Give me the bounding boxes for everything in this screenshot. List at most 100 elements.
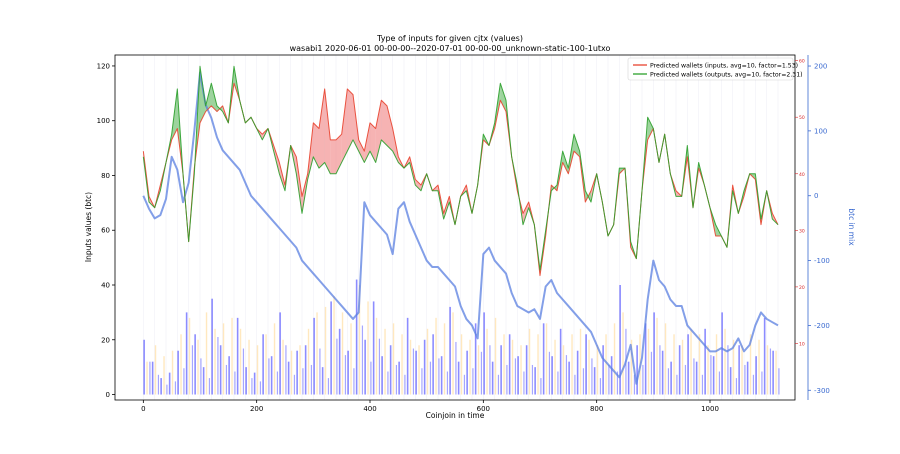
blue-bar bbox=[336, 338, 338, 395]
blue-bar bbox=[423, 339, 426, 395]
orange-bar bbox=[418, 345, 420, 395]
fill-between bbox=[296, 156, 302, 214]
orange-bar bbox=[384, 328, 386, 395]
orange-bar bbox=[775, 350, 777, 395]
blue-bar bbox=[304, 345, 307, 395]
y2-tick-label: 200 bbox=[814, 63, 827, 71]
orange-bar bbox=[741, 345, 743, 395]
orange-bar bbox=[316, 312, 318, 395]
blue-bar bbox=[506, 364, 508, 395]
orange-bar bbox=[605, 334, 607, 395]
orange-bar bbox=[307, 328, 310, 395]
fill-between bbox=[358, 139, 365, 163]
orange-bar bbox=[664, 323, 667, 395]
blue-bar bbox=[293, 374, 296, 395]
orange-bar bbox=[571, 334, 573, 395]
blue-bar bbox=[194, 334, 196, 395]
blue-bar bbox=[344, 355, 347, 395]
blue-bar bbox=[542, 323, 545, 395]
x-axis-label: Coinjoin in time bbox=[426, 411, 485, 420]
orange-bar bbox=[222, 323, 225, 395]
blue-bar bbox=[276, 371, 279, 395]
blue-bar bbox=[457, 361, 460, 395]
blue-bar bbox=[695, 361, 698, 395]
orange-bar bbox=[333, 295, 335, 395]
blue-bar bbox=[735, 378, 738, 395]
y-tick-label: 0 bbox=[106, 391, 110, 399]
blue-bar bbox=[576, 350, 579, 395]
orange-bar bbox=[273, 323, 276, 395]
blue-bar bbox=[234, 371, 236, 395]
blue-bar bbox=[251, 378, 253, 395]
x-axis: 0 200 400 600 800 1000 bbox=[141, 400, 719, 413]
orange-bar bbox=[707, 345, 709, 395]
y3-tick-label: 60 bbox=[799, 59, 805, 65]
y3-tick-label: 30 bbox=[799, 228, 805, 234]
orange-bar bbox=[588, 339, 590, 395]
y-tick-label: 120 bbox=[97, 62, 110, 70]
chart-subtitle: wasabi1 2020-06-01 00-00-00--2020-07-01 … bbox=[290, 44, 611, 53]
blue-bar bbox=[593, 367, 596, 395]
plot-frame bbox=[114, 54, 796, 401]
blue-bar bbox=[678, 345, 681, 395]
blue-bar bbox=[670, 361, 672, 395]
y-axis-right-inner: 10 20 30 40 50 60 bbox=[795, 59, 805, 347]
blue-bar bbox=[540, 378, 542, 395]
blue-bar bbox=[270, 356, 273, 395]
blue-bar bbox=[432, 334, 434, 395]
blue-bar bbox=[183, 368, 185, 395]
blue-bar bbox=[364, 339, 366, 395]
blue-bar bbox=[395, 364, 398, 395]
blue-bar bbox=[727, 345, 729, 395]
x-tick-label: 400 bbox=[363, 405, 376, 413]
orange-bar bbox=[477, 345, 480, 395]
y2-tick-label: -100 bbox=[814, 257, 830, 265]
blue-bar bbox=[177, 350, 179, 395]
blue-bar bbox=[721, 312, 723, 395]
orange-bar bbox=[341, 312, 344, 395]
blue-bar bbox=[208, 378, 211, 395]
blue-bar bbox=[174, 381, 177, 395]
blue-bar bbox=[387, 371, 389, 395]
blue-bar bbox=[200, 358, 202, 395]
blue-bar bbox=[285, 345, 287, 395]
fill-between bbox=[415, 179, 421, 191]
blue-bar bbox=[228, 356, 230, 395]
blue-bar bbox=[370, 361, 372, 395]
blue-bar bbox=[701, 374, 704, 395]
orange-bar bbox=[503, 334, 505, 395]
orange-bar bbox=[146, 361, 148, 395]
blue-bar bbox=[166, 384, 168, 395]
y-axis-left: 0 20 40 60 80 100 120 bbox=[97, 62, 115, 399]
blue-bar bbox=[557, 371, 559, 395]
blue-bar bbox=[517, 356, 519, 395]
x-tick-label: 800 bbox=[590, 405, 603, 413]
blue-bar bbox=[398, 361, 400, 395]
chart-title: Type of inputs for given cjtx (values) bbox=[376, 34, 523, 43]
orange-bar bbox=[171, 350, 174, 395]
blue-bar bbox=[491, 361, 494, 395]
y-tick-label: 80 bbox=[101, 172, 110, 180]
x-tick-label: 1000 bbox=[701, 405, 719, 413]
blue-bar bbox=[636, 345, 638, 395]
orange-bar bbox=[511, 339, 514, 395]
blue-bar bbox=[412, 348, 415, 395]
orange-bar bbox=[214, 328, 216, 395]
fill-between bbox=[319, 88, 325, 169]
y-tick-label: 40 bbox=[101, 282, 110, 290]
orange-bar bbox=[749, 334, 752, 395]
fill-between bbox=[500, 83, 506, 112]
blue-bar bbox=[347, 350, 349, 395]
blue-bar bbox=[704, 328, 706, 395]
blue-bar bbox=[143, 339, 145, 395]
blue-bar bbox=[599, 378, 602, 395]
blue-bar bbox=[338, 328, 341, 395]
blue-bar bbox=[353, 368, 355, 395]
blue-bar bbox=[327, 378, 330, 395]
blue-bar bbox=[438, 358, 440, 395]
orange-bar bbox=[656, 317, 658, 395]
orange-bar bbox=[494, 317, 497, 395]
y3-tick-label: 50 bbox=[799, 115, 805, 121]
blue-bar bbox=[151, 361, 154, 395]
blue-bar bbox=[761, 371, 763, 395]
